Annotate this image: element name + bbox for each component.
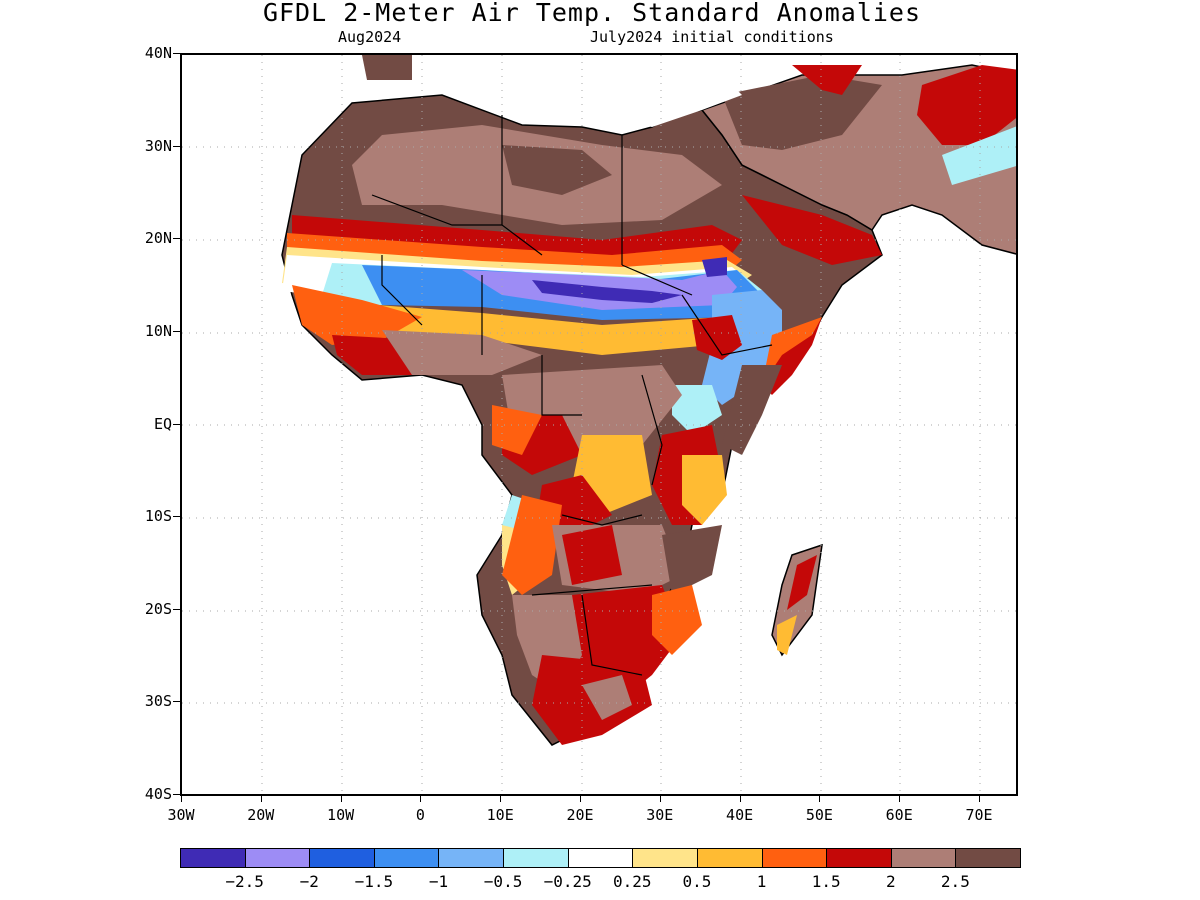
- forecast-month: Aug2024: [338, 28, 402, 46]
- lon-label: 30W: [167, 806, 195, 824]
- colorbar-label: −0.25: [543, 872, 592, 891]
- lat-tick: [173, 145, 180, 147]
- persia-red: [917, 65, 1016, 145]
- colorbar-swatch: [373, 848, 440, 868]
- sahel-south-yellow: [312, 300, 742, 355]
- colorbar-label: 2.5: [940, 872, 970, 891]
- anomaly-map: [182, 55, 1016, 794]
- dark-purple-spot: [702, 257, 727, 277]
- gulf-cold: [942, 126, 1016, 185]
- lat-tick: [173, 53, 180, 54]
- europe-top-dark: [362, 55, 412, 80]
- lon-label: 20E: [566, 806, 594, 824]
- south-africa-brown: [582, 675, 632, 720]
- lon-label: 50E: [805, 806, 833, 824]
- sahel-band-dark-purple: [532, 280, 682, 303]
- colorbar-label: −1: [428, 872, 449, 891]
- lon-tick: [340, 796, 342, 802]
- lon-label: 70E: [965, 806, 993, 824]
- lat-label: 30N: [144, 136, 172, 155]
- lat-label: 20N: [144, 229, 172, 248]
- lon-label: 40E: [726, 806, 754, 824]
- lat-tick: [173, 516, 180, 518]
- chart-title: GFDL 2-Meter Air Temp. Standard Anomalie…: [262, 0, 922, 27]
- mozambique-orange: [652, 585, 702, 655]
- lat-tick: [173, 238, 180, 240]
- colorbar-swatch: [438, 848, 505, 868]
- colorbar-label: −1.5: [354, 872, 394, 891]
- lon-tick: [420, 796, 422, 802]
- lat-tick: [173, 608, 180, 610]
- lat-tick: [173, 794, 180, 795]
- lat-label: 40S: [144, 785, 172, 803]
- middle-east-red: [792, 65, 862, 95]
- colorbar-label: 0.25: [613, 872, 652, 891]
- lat-tick: [173, 423, 180, 425]
- colorbar-swatch: [503, 848, 569, 868]
- lon-label: 20W: [247, 806, 275, 824]
- lat-tick: [173, 701, 180, 703]
- colorbar-swatch: [632, 848, 698, 868]
- ethiopia-red: [692, 315, 742, 360]
- east-africa-brown: [722, 365, 782, 455]
- lon-label: 10E: [486, 806, 514, 824]
- lat-label: EQ: [153, 414, 172, 433]
- lon-tick: [739, 796, 741, 802]
- zambia-red: [562, 525, 622, 585]
- angola-orange: [502, 495, 562, 595]
- lake-victoria-cold: [672, 385, 722, 435]
- colorbar-label: 2: [885, 872, 896, 891]
- gridlines: [182, 55, 1016, 794]
- colorbar-swatch: [826, 848, 892, 868]
- colorbar-label: −2: [299, 872, 319, 891]
- gabon-orange: [492, 405, 542, 455]
- arabia-south-red: [742, 195, 882, 265]
- lon-tick: [580, 796, 581, 802]
- colorbar-label: 1.5: [811, 872, 841, 891]
- lon-tick: [500, 796, 502, 802]
- colorbar-swatch: [696, 848, 763, 868]
- lon-label: 30E: [646, 806, 674, 824]
- colorbar-swatch: [309, 848, 375, 868]
- colorbar-swatch: [180, 848, 246, 868]
- lon-tick: [899, 796, 901, 802]
- lat-tick: [173, 330, 180, 332]
- madagascar-south-orange: [777, 615, 797, 655]
- lon-label: 0: [415, 806, 425, 824]
- lon-tick: [260, 796, 262, 802]
- guinea-orange: [292, 285, 422, 345]
- initial-conditions-label: July2024 initial conditions: [590, 28, 834, 46]
- madagascar-red: [787, 555, 817, 610]
- colorbar-swatch: [955, 848, 1021, 868]
- lon-label: 10W: [327, 806, 355, 824]
- colorbar-swatch: [890, 848, 957, 868]
- lon-tick: [979, 796, 980, 802]
- lon-tick: [181, 796, 182, 802]
- lon-tick: [659, 796, 661, 802]
- lat-label: 30S: [144, 692, 172, 711]
- colorbar-swatch: [761, 848, 828, 868]
- colorbar-label: −0.5: [483, 872, 523, 891]
- east-africa-yellow: [682, 455, 727, 525]
- lat-label: 10S: [144, 507, 172, 526]
- map-panel: [180, 53, 1018, 796]
- colorbar: [180, 848, 1021, 870]
- colorbar-label: 0.5: [682, 872, 712, 891]
- europe-strip: [352, 55, 742, 127]
- lon-tick: [819, 796, 821, 802]
- colorbar-swatch: [244, 848, 311, 868]
- country-borders: [371, 115, 773, 676]
- mozambique-brown: [662, 525, 722, 595]
- lat-label: 20S: [144, 599, 172, 618]
- colorbar-label: −2.5: [225, 872, 264, 891]
- lat-label: 40N: [144, 44, 172, 62]
- colorbar-label: 1: [756, 872, 767, 891]
- sahara-dark: [502, 145, 612, 195]
- lat-label: 10N: [144, 321, 172, 340]
- lon-label: 60E: [885, 806, 913, 824]
- colorbar-swatch: [567, 848, 634, 868]
